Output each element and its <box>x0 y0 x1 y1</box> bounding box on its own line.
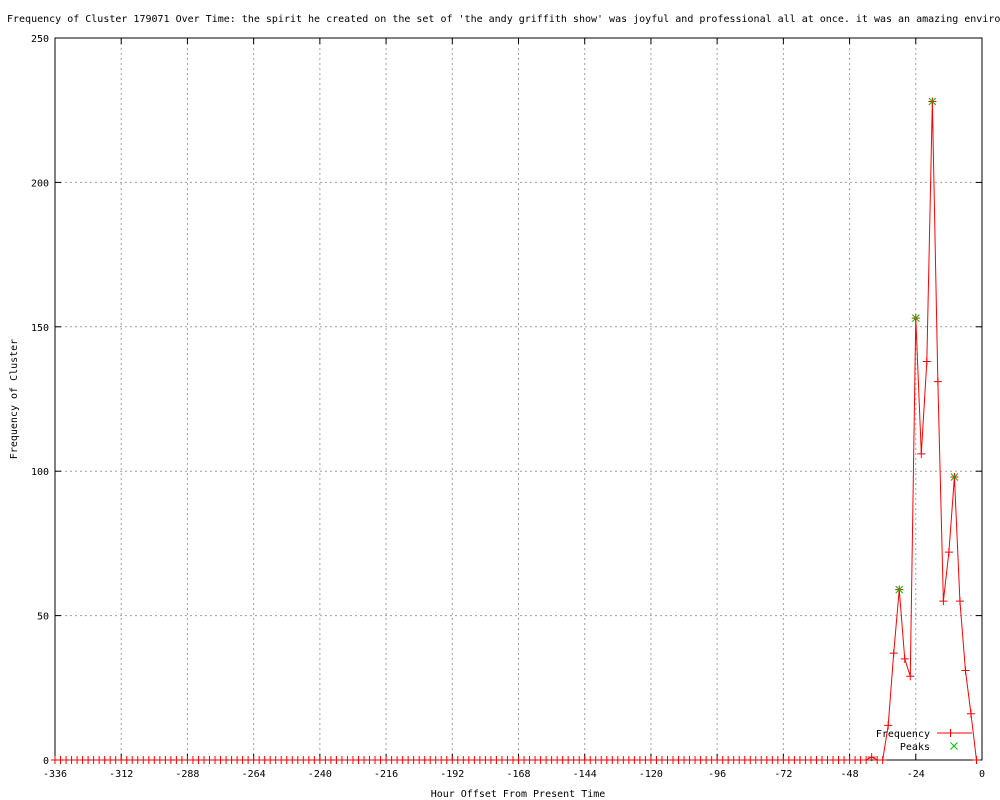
frequency-point <box>862 756 871 764</box>
frequency-point <box>889 649 898 658</box>
x-tick-label: -48 <box>841 769 859 780</box>
y-axis-label: Frequency of Cluster <box>9 339 20 459</box>
frequency-point <box>972 756 981 764</box>
frequency-line <box>55 101 977 761</box>
y-tick-label: 150 <box>31 323 49 334</box>
frequency-point <box>961 666 970 675</box>
x-tick-label: -288 <box>175 769 199 780</box>
x-tick-label: -336 <box>43 769 67 780</box>
x-tick-label: -264 <box>242 769 266 780</box>
peak-point <box>928 97 937 106</box>
legend-frequency-marker <box>946 729 955 737</box>
legend-frequency-label: Frequency <box>876 729 930 740</box>
frequency-point <box>944 548 953 557</box>
frequency-point <box>933 377 942 386</box>
x-tick-label: -144 <box>573 769 597 780</box>
peak-point <box>895 585 904 594</box>
frequency-point <box>878 756 887 764</box>
y-tick-label: 0 <box>43 756 49 767</box>
y-tick-label: 200 <box>31 178 49 189</box>
frequency-point <box>906 672 915 681</box>
frequency-point <box>884 721 893 730</box>
frequency-point <box>917 449 926 458</box>
peak-point <box>911 314 920 322</box>
x-tick-label: -192 <box>440 769 464 780</box>
y-tick-label: 250 <box>31 34 49 45</box>
x-tick-label: -216 <box>374 769 398 780</box>
frequency-point <box>922 357 931 366</box>
y-tick-label: 100 <box>31 467 49 478</box>
frequency-point <box>955 597 964 606</box>
x-tick-label: -240 <box>308 769 332 780</box>
x-tick-label: 0 <box>979 769 985 780</box>
legend-peaks-marker <box>950 742 958 750</box>
frequency-point <box>966 709 975 718</box>
frequency-point <box>900 654 909 663</box>
x-axis-label: Hour Offset From Present Time <box>431 789 606 800</box>
x-tick-label: -168 <box>506 769 530 780</box>
x-tick-label: -312 <box>109 769 133 780</box>
peak-point <box>950 473 959 481</box>
chart-title: Frequency of Cluster 179071 Over Time: t… <box>7 14 1000 25</box>
legend-peaks-label: Peaks <box>900 742 930 753</box>
x-tick-label: -24 <box>907 769 925 780</box>
y-tick-label: 50 <box>37 612 49 623</box>
frequency-point <box>867 753 876 762</box>
x-tick-label: -72 <box>774 769 792 780</box>
x-tick-label: -96 <box>708 769 726 780</box>
x-tick-label: -120 <box>639 769 663 780</box>
frequency-point <box>939 597 948 606</box>
legend: Frequency Peaks <box>876 729 972 753</box>
